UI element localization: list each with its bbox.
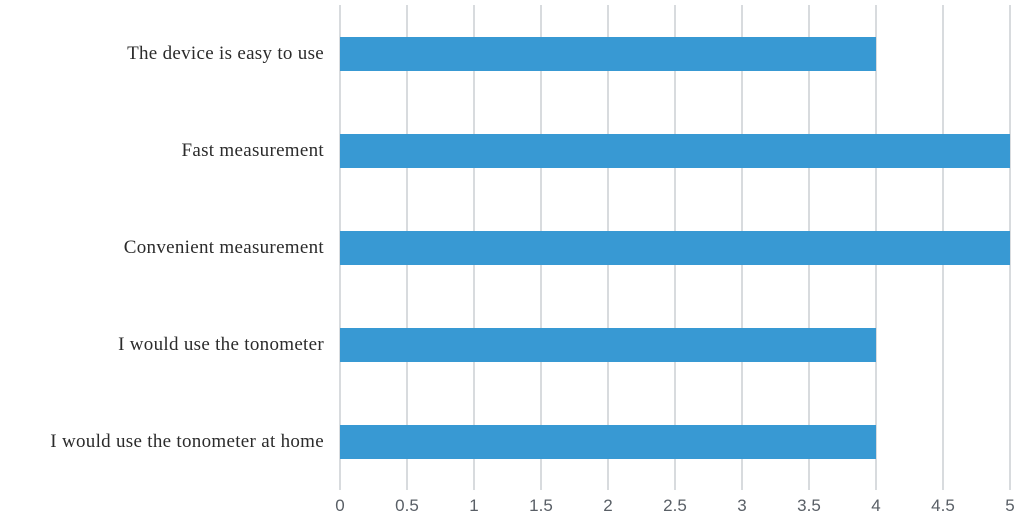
x-tick-label: 3.5 xyxy=(797,496,821,515)
x-tick-label: 0.5 xyxy=(395,496,419,515)
x-tick-label: 3 xyxy=(737,496,747,515)
bar-row: Convenient measurement xyxy=(0,199,1010,296)
bar-row: Fast measurement xyxy=(0,102,1010,199)
bar xyxy=(340,327,876,362)
bar-track xyxy=(340,36,1010,71)
x-tick-label: 2 xyxy=(603,496,613,515)
x-tick-label: 2.5 xyxy=(663,496,687,515)
category-label: I would use the tonometer xyxy=(118,333,324,355)
category-label: Convenient measurement xyxy=(123,236,324,258)
bar-track xyxy=(340,133,1010,168)
bar-row: I would use the tonometer at home xyxy=(0,393,1010,490)
bar-row: I would use the tonometer xyxy=(0,296,1010,393)
category-label: Fast measurement xyxy=(181,139,324,161)
bar xyxy=(340,36,876,71)
chart-rows: The device is easy to use Fast measureme… xyxy=(0,5,1010,490)
bar xyxy=(340,424,876,459)
x-tick-label: 5 xyxy=(1005,496,1015,515)
x-tick-label: 4 xyxy=(871,496,881,515)
category-label: I would use the tonometer at home xyxy=(50,430,324,452)
bar-track xyxy=(340,327,1010,362)
bar xyxy=(340,230,1010,265)
x-tick-label: 1 xyxy=(469,496,479,515)
x-tick-label: 4.5 xyxy=(931,496,955,515)
gridline xyxy=(1009,5,1011,490)
bar-row: The device is easy to use xyxy=(0,5,1010,102)
x-tick-label: 0 xyxy=(335,496,345,515)
bar-track xyxy=(340,230,1010,265)
bar xyxy=(340,133,1010,168)
bar-track xyxy=(340,424,1010,459)
x-axis: 0 0.5 1 1.5 2 2.5 3 3.5 4 4.5 5 xyxy=(335,496,1014,524)
x-tick-label: 1.5 xyxy=(529,496,553,515)
category-label: The device is easy to use xyxy=(127,42,324,64)
